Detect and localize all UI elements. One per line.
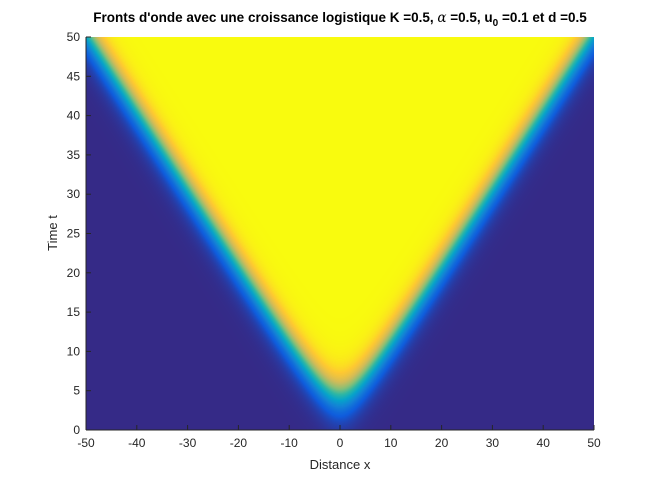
title-suffix: =0.1 et d =0.5 xyxy=(498,10,587,25)
chart-title: Fronts d'onde avec une croissance logist… xyxy=(93,10,587,29)
y-tick-label: 10 xyxy=(67,344,81,358)
x-tick-label: 50 xyxy=(587,436,601,450)
heatmap-image xyxy=(86,37,594,430)
y-ticks: 0 5 10 15 20 25 30 35 40 45 50 xyxy=(67,30,91,437)
x-axis-label: Distance x xyxy=(310,457,371,472)
x-tick-label: -20 xyxy=(230,436,248,450)
x-tick-label: -30 xyxy=(179,436,197,450)
title-alpha-symbol: α xyxy=(437,10,446,26)
y-axis-label: Time t xyxy=(45,215,60,251)
y-tick-label: 25 xyxy=(67,227,81,241)
y-tick-label: 30 xyxy=(67,187,81,201)
title-prefix: Fronts d'onde avec une croissance logist… xyxy=(93,10,437,25)
x-tick-label: -50 xyxy=(77,436,95,450)
y-tick-label: 20 xyxy=(67,266,81,280)
y-tick-label: 15 xyxy=(67,305,81,319)
y-tick-label: 40 xyxy=(67,109,81,123)
x-tick-label: 20 xyxy=(435,436,449,450)
x-tick-label: 30 xyxy=(486,436,500,450)
y-tick-label: 0 xyxy=(73,423,80,437)
y-tick-label: 35 xyxy=(67,148,81,162)
title-alpha-text: =0.5, u xyxy=(447,10,493,25)
title-u-subscript: 0 xyxy=(493,18,499,29)
x-tick-label: 0 xyxy=(337,436,344,450)
x-tick-label: 10 xyxy=(384,436,398,450)
y-tick-label: 50 xyxy=(67,30,81,44)
heatmap-area xyxy=(86,37,594,430)
y-tick-label: 5 xyxy=(73,384,80,398)
y-tick-label: 45 xyxy=(67,69,81,83)
x-tick-label: -10 xyxy=(281,436,299,450)
x-ticks: -50 -40 -30 -20 -10 0 10 20 30 40 50 xyxy=(77,425,601,450)
x-tick-label: -40 xyxy=(128,436,146,450)
x-tick-label: 40 xyxy=(537,436,551,450)
